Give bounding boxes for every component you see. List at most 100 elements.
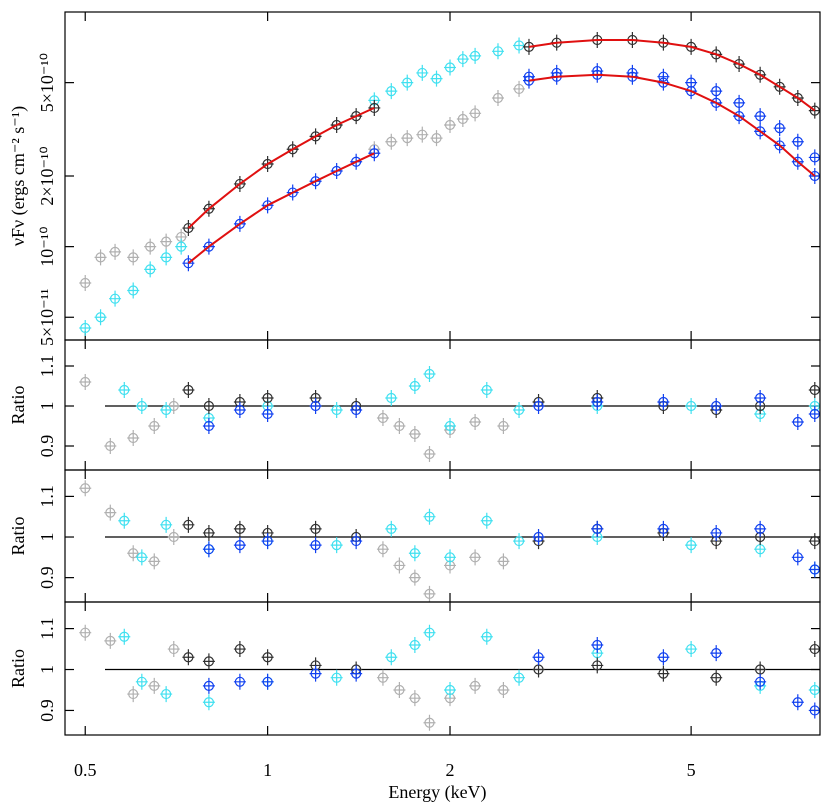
data-point bbox=[423, 585, 436, 602]
marker bbox=[523, 71, 535, 82]
marker bbox=[686, 643, 697, 655]
data-point bbox=[685, 398, 698, 414]
marker bbox=[377, 672, 389, 683]
marker bbox=[431, 73, 442, 84]
marker bbox=[733, 111, 745, 122]
marker bbox=[402, 77, 413, 88]
data-point bbox=[376, 410, 389, 426]
data-point bbox=[469, 105, 482, 122]
data-point bbox=[710, 398, 723, 414]
data-point bbox=[657, 394, 670, 410]
marker bbox=[128, 285, 139, 296]
data-point bbox=[513, 533, 526, 550]
marker bbox=[109, 293, 121, 304]
data-point bbox=[261, 406, 274, 422]
marker bbox=[711, 400, 722, 412]
data-point bbox=[513, 669, 526, 686]
marker bbox=[203, 656, 215, 667]
marker bbox=[168, 531, 179, 543]
data-point bbox=[368, 145, 381, 162]
marker bbox=[119, 515, 130, 526]
plot-area bbox=[79, 624, 820, 731]
marker bbox=[409, 572, 420, 583]
data-point bbox=[444, 418, 457, 434]
marker bbox=[444, 684, 456, 696]
data-point bbox=[791, 694, 804, 711]
data-point bbox=[456, 51, 469, 68]
marker bbox=[498, 556, 509, 567]
data-point bbox=[127, 686, 140, 703]
data-point bbox=[182, 255, 195, 272]
marker bbox=[234, 540, 245, 551]
data-point bbox=[233, 641, 246, 658]
data-point bbox=[685, 74, 698, 91]
data-point bbox=[330, 537, 343, 554]
data-point bbox=[754, 108, 767, 125]
marker bbox=[394, 420, 405, 432]
marker bbox=[513, 40, 525, 51]
marker bbox=[809, 408, 820, 420]
data-point bbox=[710, 83, 723, 100]
marker bbox=[377, 544, 389, 555]
data-point bbox=[144, 261, 157, 278]
y-tick-label: 1 bbox=[37, 533, 57, 542]
data-point bbox=[532, 649, 545, 666]
marker bbox=[444, 62, 456, 73]
marker bbox=[161, 252, 172, 263]
data-point bbox=[350, 533, 363, 550]
data-point bbox=[330, 402, 343, 418]
y-tick-label: 0.9 bbox=[37, 699, 57, 722]
data-point bbox=[167, 641, 180, 658]
marker bbox=[409, 548, 420, 559]
data-point bbox=[167, 398, 180, 414]
marker bbox=[481, 631, 492, 642]
marker bbox=[424, 448, 435, 460]
data-point bbox=[118, 512, 131, 529]
marker bbox=[80, 322, 91, 334]
marker bbox=[119, 384, 130, 396]
marker bbox=[792, 156, 803, 167]
marker bbox=[498, 684, 509, 696]
plot-area bbox=[79, 480, 820, 602]
marker bbox=[331, 540, 342, 551]
data-point bbox=[401, 74, 414, 91]
marker bbox=[145, 264, 156, 275]
marker bbox=[161, 236, 172, 247]
marker bbox=[161, 519, 172, 530]
marker bbox=[711, 672, 722, 683]
data-point bbox=[202, 418, 215, 434]
x-tick-label: 1 bbox=[263, 760, 272, 780]
marker bbox=[386, 523, 397, 534]
data-point bbox=[385, 520, 398, 537]
data-point bbox=[469, 414, 482, 430]
data-point bbox=[408, 426, 421, 442]
data-point bbox=[79, 319, 92, 336]
data-point bbox=[497, 553, 510, 570]
marker bbox=[457, 53, 468, 65]
data-point bbox=[79, 274, 92, 291]
marker bbox=[136, 400, 147, 412]
marker bbox=[424, 588, 435, 599]
marker bbox=[533, 531, 544, 543]
data-point bbox=[202, 694, 215, 711]
plot-area bbox=[79, 31, 820, 336]
data-point bbox=[469, 677, 482, 694]
data-point bbox=[685, 537, 698, 554]
marker bbox=[234, 523, 245, 534]
data-point bbox=[127, 545, 140, 562]
data-point bbox=[202, 398, 215, 414]
marker bbox=[424, 511, 435, 522]
marker bbox=[774, 123, 785, 134]
data-point bbox=[261, 673, 274, 690]
marker bbox=[203, 680, 215, 691]
marker bbox=[809, 384, 820, 396]
marker bbox=[262, 392, 273, 404]
marker bbox=[262, 652, 273, 663]
data-point bbox=[233, 520, 246, 537]
marker bbox=[331, 165, 342, 177]
marker bbox=[203, 420, 215, 432]
data-point bbox=[657, 665, 670, 682]
y-tick-label: 5×10⁻¹¹ bbox=[37, 289, 57, 346]
data-point bbox=[160, 249, 173, 266]
marker bbox=[287, 187, 298, 198]
